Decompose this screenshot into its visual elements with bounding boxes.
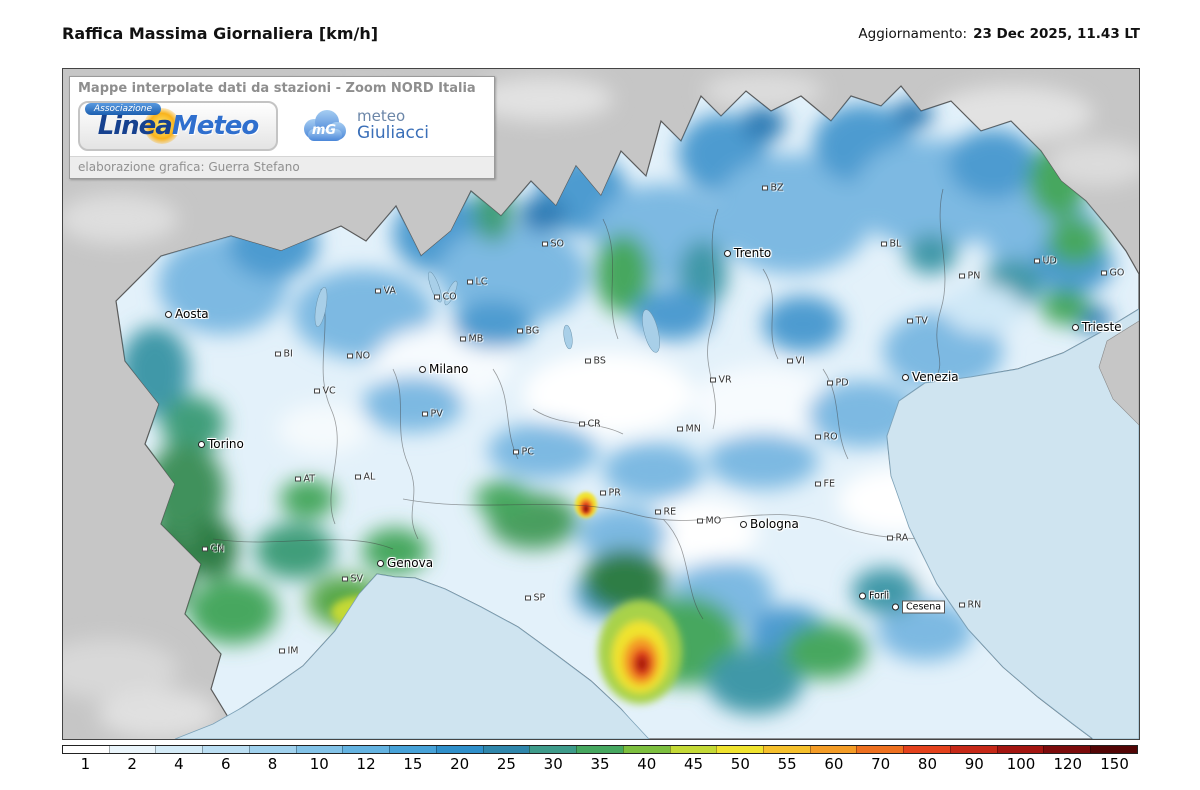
legend-segment: [949, 746, 997, 753]
legend-value: 70: [871, 755, 891, 773]
legend-segment: [342, 746, 390, 753]
legend-segment: [716, 746, 764, 753]
legend-value: 20: [450, 755, 470, 773]
legend-value: 40: [637, 755, 657, 773]
legend-value: 35: [590, 755, 610, 773]
logos-row: Associazione LineaMeteo mG: [70, 98, 494, 156]
legend-value: 45: [684, 755, 704, 773]
legend-segment: [576, 746, 623, 753]
credit-line: elaborazione grafica: Guerra Stefano: [70, 156, 494, 178]
legend-value: 4: [174, 755, 184, 773]
legend-value: 60: [824, 755, 844, 773]
brand-linea: Linea: [97, 111, 173, 141]
legend-segment: [622, 746, 670, 753]
legend-segment: [248, 746, 296, 753]
legend-value: 100: [1006, 755, 1036, 773]
legend-segment: [809, 746, 857, 753]
legend-value: 2: [127, 755, 137, 773]
lineameteo-association-label: Associazione: [85, 103, 161, 115]
legend-colorbar: [62, 745, 1138, 754]
legend-value: 120: [1053, 755, 1083, 773]
legend-segment: [482, 746, 530, 753]
legend-value: 55: [777, 755, 797, 773]
lineameteo-logo: Associazione LineaMeteo: [78, 101, 278, 151]
legend-segment: [903, 746, 950, 753]
legend-segment: [435, 746, 483, 753]
legend-segment: [763, 746, 810, 753]
legend-value: 25: [496, 755, 516, 773]
legend-segment: [529, 746, 577, 753]
legend-value: 90: [964, 755, 984, 773]
legend-segment: [108, 746, 156, 753]
brand-meteo: Meteo: [171, 111, 259, 141]
map-subtitle: Mappe interpolate dati da stazioni - Zoo…: [78, 81, 476, 96]
legend-segment: [155, 746, 203, 753]
meteogiuliacci-logo: mG meteo Giuliacci: [300, 108, 429, 144]
mg-line2: Giuliacci: [357, 122, 429, 143]
legend-segment: [63, 746, 109, 753]
legend-segment: [856, 746, 904, 753]
interpolated-field: [63, 69, 1139, 739]
legend-segment: [996, 746, 1044, 753]
legend-value: 10: [309, 755, 329, 773]
meteogiuliacci-wordmark: meteo Giuliacci: [357, 107, 429, 143]
legend-value: 8: [267, 755, 278, 773]
mg-line1: meteo: [357, 107, 406, 126]
legend-value: 15: [403, 755, 423, 773]
legend-segment: [669, 746, 717, 753]
legend-segment: [1090, 746, 1137, 753]
legend-value: 30: [543, 755, 563, 773]
legend-value: 150: [1100, 755, 1129, 773]
legend-segment: [295, 746, 343, 753]
legend-value: 6: [220, 755, 231, 773]
legend-value: 50: [730, 755, 750, 773]
legend-value: 12: [356, 755, 376, 773]
map-info-box: Mappe interpolate dati da stazioni - Zoo…: [69, 76, 495, 179]
legend-segment: [1043, 746, 1091, 753]
legend-labels: 1 2 4 6 8 10 12 15 20 25 30 35 40 45 50 55 60 70 80 90 100 12…: [62, 755, 1138, 773]
legend-value: 80: [917, 755, 937, 773]
cloud-icon: mG: [304, 110, 346, 141]
legend: 1 2 4 6 8 10 12 15 20 25 30 35 40 45 50 55 60 70 80 90 100 12…: [62, 745, 1138, 773]
mg-monogram: mG: [312, 123, 337, 138]
page-title: Raffica Massima Giornaliera [km/h]: [62, 24, 379, 43]
legend-segment: [202, 746, 249, 753]
update-timestamp: Aggiornamento: 23 Dec 2025, 11.43 LT: [858, 26, 1140, 42]
update-label: Aggiornamento:: [858, 26, 968, 42]
update-value: 23 Dec 2025, 11.43 LT: [973, 26, 1140, 42]
weather-map: Aosta Torino Milano Genova Trento Bologna Vene…: [62, 68, 1140, 740]
lineameteo-wordmark: LineaMeteo: [97, 111, 260, 141]
legend-value: 1: [80, 755, 91, 773]
legend-segment: [389, 746, 436, 753]
